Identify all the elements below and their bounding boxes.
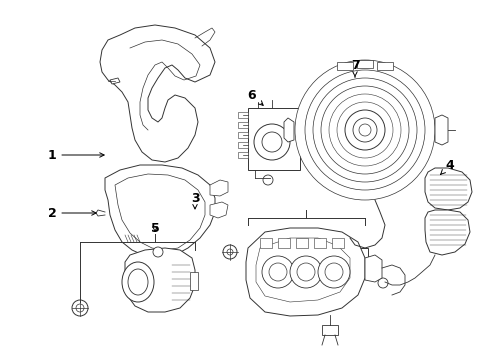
Ellipse shape xyxy=(122,262,154,302)
Text: 1: 1 xyxy=(48,149,104,162)
Bar xyxy=(348,248,368,260)
Circle shape xyxy=(227,249,233,255)
Circle shape xyxy=(223,245,237,259)
Circle shape xyxy=(254,124,290,160)
Circle shape xyxy=(297,263,315,281)
Circle shape xyxy=(359,124,371,136)
Bar xyxy=(248,108,300,170)
Circle shape xyxy=(325,263,343,281)
Polygon shape xyxy=(105,165,215,258)
Bar xyxy=(278,238,290,248)
Polygon shape xyxy=(435,115,448,145)
Bar xyxy=(337,62,353,70)
Circle shape xyxy=(290,256,322,288)
Circle shape xyxy=(329,94,401,166)
Polygon shape xyxy=(125,248,195,312)
Circle shape xyxy=(305,70,425,190)
Bar xyxy=(238,112,248,118)
Circle shape xyxy=(72,300,88,316)
Circle shape xyxy=(295,60,435,200)
Circle shape xyxy=(263,175,273,185)
Circle shape xyxy=(153,247,163,257)
Bar xyxy=(238,152,248,158)
Bar xyxy=(238,122,248,128)
Circle shape xyxy=(262,132,282,152)
Bar xyxy=(238,142,248,148)
Bar xyxy=(260,238,272,248)
Bar xyxy=(377,62,393,70)
Circle shape xyxy=(76,304,84,312)
Polygon shape xyxy=(210,180,228,196)
Circle shape xyxy=(353,118,377,142)
Polygon shape xyxy=(210,202,228,218)
Text: 2: 2 xyxy=(48,207,96,220)
Circle shape xyxy=(262,256,294,288)
Bar xyxy=(322,325,338,335)
Bar xyxy=(190,272,198,290)
Text: 6: 6 xyxy=(247,89,263,105)
Bar xyxy=(296,238,308,248)
Polygon shape xyxy=(365,255,382,282)
Text: 7: 7 xyxy=(351,59,359,77)
Circle shape xyxy=(269,263,287,281)
Polygon shape xyxy=(284,118,294,142)
Polygon shape xyxy=(110,78,120,84)
Circle shape xyxy=(321,86,409,174)
Text: 4: 4 xyxy=(441,158,454,174)
Polygon shape xyxy=(100,25,215,162)
Polygon shape xyxy=(425,168,472,210)
Text: 5: 5 xyxy=(150,221,159,234)
Circle shape xyxy=(337,102,393,158)
Text: 3: 3 xyxy=(191,192,199,209)
Circle shape xyxy=(313,78,417,182)
Circle shape xyxy=(318,256,350,288)
Bar xyxy=(238,132,248,138)
Bar xyxy=(357,60,373,68)
Polygon shape xyxy=(425,210,470,255)
Bar xyxy=(332,238,344,248)
Ellipse shape xyxy=(128,269,148,295)
Circle shape xyxy=(378,278,388,288)
Bar xyxy=(314,238,326,248)
Polygon shape xyxy=(246,228,365,316)
Circle shape xyxy=(345,110,385,150)
